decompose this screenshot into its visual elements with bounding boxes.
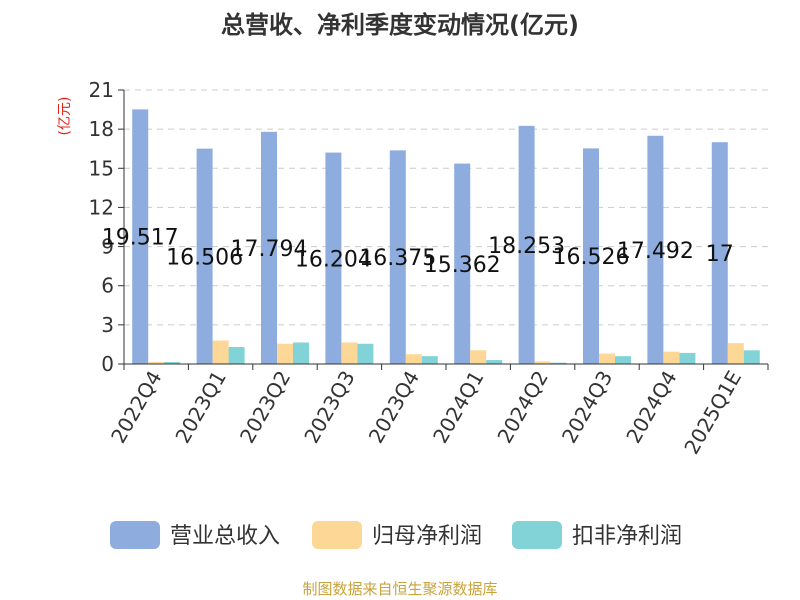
data-label-2023Q2: 17.794 (231, 237, 308, 262)
x-tick-label: 2024Q4 (621, 367, 681, 448)
y-tick-label: 15 (89, 156, 114, 180)
data-label-2024Q4: 17.492 (617, 239, 694, 264)
y-tick-label: 9 (101, 235, 114, 259)
data-label-2023Q4: 16.375 (359, 246, 436, 271)
x-tick-label: 2023Q3 (299, 367, 359, 448)
bar-3-2024Q3 (615, 356, 631, 364)
legend-label-3: 扣非净利润 (572, 524, 682, 549)
bar-3-2024Q1 (486, 360, 503, 364)
bar-2-2023Q2 (277, 343, 293, 364)
data-label-2022Q4: 19.517 (102, 226, 179, 251)
legend-swatch-2 (312, 521, 362, 549)
data-label-2023Q1: 16.506 (166, 245, 243, 270)
bar-2-2023Q3 (341, 342, 358, 364)
bars (132, 109, 760, 365)
bar-1-2022Q4 (132, 109, 149, 365)
data-labels: 19.51716.50617.79416.20416.37515.36218.2… (102, 226, 734, 278)
bar-2-2024Q2 (534, 361, 551, 364)
data-label-2024Q2: 18.253 (488, 234, 565, 259)
bar-1-2024Q3 (583, 148, 599, 364)
bar-1-2024Q4 (647, 135, 664, 364)
y-tick-label: 21 (89, 78, 114, 102)
x-tick-label: 2023Q2 (235, 367, 295, 448)
y-axis-unit: (亿元) (57, 97, 73, 136)
bar-3-2023Q3 (357, 343, 374, 364)
bar-3-2025Q1E (743, 350, 760, 364)
data-label-2023Q3: 16.204 (295, 247, 372, 272)
chart-title: 总营收、净利季度变动情况(亿元) (221, 11, 579, 39)
bar-1-2024Q1 (454, 163, 471, 364)
bar-3-2023Q1 (228, 347, 245, 364)
bar-2-2023Q4 (405, 354, 422, 364)
x-tick-label: 2024Q2 (492, 367, 552, 448)
legend: 营业总收入 归母净利润 扣非净利润 (110, 521, 682, 549)
bar-2-2023Q1 (212, 340, 229, 364)
x-tick-label: 2024Q1 (428, 367, 488, 448)
bar-1-2023Q4 (389, 150, 406, 364)
legend-swatch-3 (512, 521, 562, 549)
bar-3-2023Q4 (421, 356, 438, 364)
x-tick-label: 2023Q1 (170, 367, 230, 448)
x-tick-labels: 2022Q4 2023Q1 2023Q2 2023Q3 2023Q4 2024Q1 2024… (106, 367, 746, 459)
y-tick-label: 12 (89, 195, 114, 219)
bar-3-2023Q2 (293, 342, 309, 364)
y-tick-label: 18 (89, 117, 114, 141)
legend-label-2: 归母净利润 (372, 524, 482, 549)
bar-2-2024Q1 (470, 350, 487, 364)
bar-1-2023Q1 (196, 148, 213, 364)
legend-label-1: 营业总收入 (170, 524, 280, 549)
bar-1-2025Q1E (711, 142, 728, 364)
bar-2-2022Q4 (148, 362, 165, 364)
data-label-2024Q3: 16.526 (553, 245, 630, 270)
x-tick-label: 2022Q4 (106, 367, 166, 448)
y-tick-label: 6 (101, 274, 114, 298)
bar-2-2024Q4 (663, 351, 680, 364)
x-tick-label: 2023Q4 (364, 367, 424, 448)
y-tick-label: 3 (101, 313, 114, 337)
x-tick-label: 2025Q1E (679, 367, 746, 459)
bar-3-2022Q4 (164, 362, 181, 364)
y-tick-labels: 0 3 6 9 12 15 18 21 (89, 78, 114, 376)
data-label-2024Q1: 15.362 (424, 253, 501, 278)
bar-1-2024Q2 (518, 125, 535, 364)
source-note: 制图数据来自恒生聚源数据库 (302, 580, 497, 598)
axes (118, 89, 769, 370)
bar-3-2024Q2 (550, 362, 567, 364)
bar-1-2023Q3 (325, 152, 342, 364)
bar-1-2023Q2 (261, 131, 277, 364)
legend-swatch-1 (110, 521, 160, 549)
data-label-2025Q1E: 17 (706, 242, 734, 267)
bar-2-2024Q3 (599, 353, 615, 364)
grid-lines (124, 89, 768, 326)
x-tick-label: 2024Q3 (557, 367, 617, 448)
bar-2-2025Q1E (727, 343, 744, 364)
bar-3-2024Q4 (679, 352, 696, 364)
y-tick-label: 0 (101, 352, 114, 376)
